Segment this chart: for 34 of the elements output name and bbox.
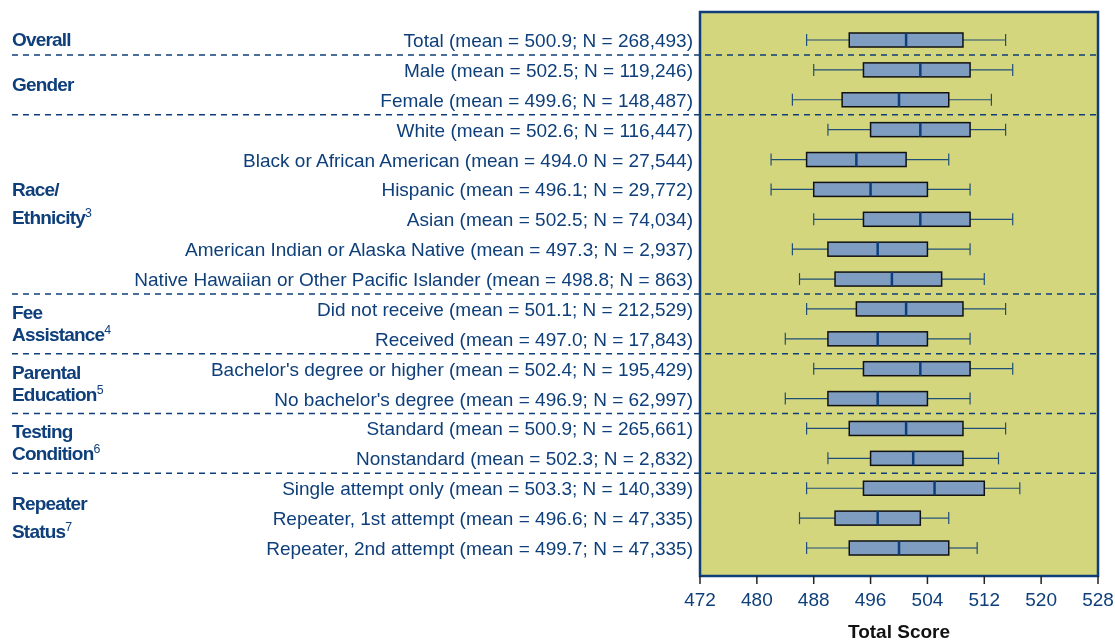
y2-tick-label: Gender [12,73,76,95]
y2-tick-label: Race/ Ethnicity$^{3}$ [12,179,93,229]
y-tick-label: Bachelor's degree or higher (mean = 502.4; N = 195,429) [210,358,693,380]
y-tick-label: Asian (mean = 502.5; N = 74,034) [406,209,693,231]
y-tick-label: No bachelor's degree (mean = 496.9; N = 62,997) [274,388,693,410]
x-tick-label: 512 [968,589,1001,610]
y2-tick-label: Repeater Status$^{7}$ [12,493,89,543]
y-tick-label: Did not receive (mean = 501.1; N = 212,529) [316,298,693,320]
y-tick-label: Black or African American (mean = 494.0 N = 27,544) [243,149,693,171]
y-tick-label: Standard (mean = 500.9; N = 265,661) [366,418,693,440]
x-tick-label: 504 [911,589,944,610]
x-tick-label: 496 [854,589,887,610]
y2-tick-label: Overall [12,29,71,50]
x-tick-label: 472 [684,589,716,610]
y-tick-label: Repeater, 2nd attempt (mean = 499.7; N = 47,335) [266,538,693,559]
y-tick-label: White (mean = 502.6; N = 116,447) [396,119,693,141]
y-tick-label: Repeater, 1st attempt (mean = 496.6; N = 47,335) [272,508,693,530]
y-tick-label: Single attempt only (mean = 503.3; N = 140,339) [282,478,693,500]
y-tick-label: Total (mean = 500.9; N = 268,493) [403,30,693,51]
y-tick-label: Received (mean = 497.0; N = 17,843) [375,328,693,350]
x-axis-title: Total Score [847,621,951,640]
y2-tick-label: Testing Condition$^{6}$ [12,421,101,465]
y-tick-label: Native Hawaiian or Other Pacific Islander (mean = 498.8; N = 863) [134,269,693,291]
y-tick-label: American Indian or Alaska Native (mean = 497.3; N = 2,937) [185,239,693,261]
y-tick-label: Nonstandard (mean = 502.3; N = 2,832) [356,448,693,470]
x-tick-label: 480 [741,589,773,610]
y2-tick-label: Parental Education$^{5}$ [12,361,104,405]
y-tick-label: Male (mean = 502.5; N = 119,246) [403,59,693,81]
y-tick-label: Female (mean = 499.6; N = 148,487) [380,89,693,111]
x-tick-label: 528 [1082,589,1114,610]
y-tick-label: Hispanic (mean = 496.1; N = 29,772) [381,179,693,201]
x-tick-label: 520 [1025,589,1057,610]
x-tick-label: 488 [797,589,830,610]
y2-tick-label: Fee Assistance$^{4}$ [12,301,112,345]
